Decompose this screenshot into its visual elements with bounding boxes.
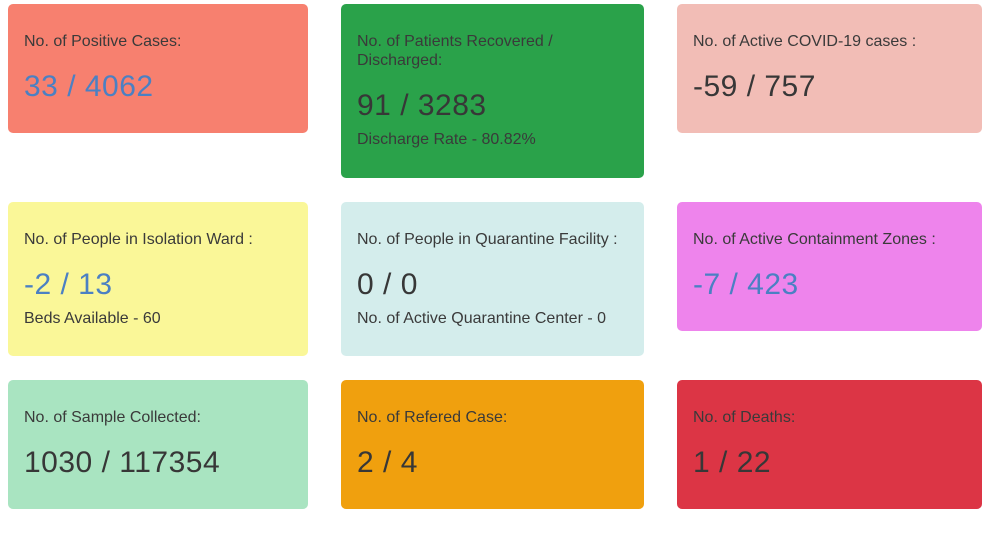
card-people-in-isolation-ward: No. of People in Isolation Ward : -2 / 1… bbox=[8, 201, 308, 356]
card-active-containment-zones: No. of Active Containment Zones : -7 / 4… bbox=[677, 201, 982, 331]
card-subtitle: Beds Available - 60 bbox=[24, 309, 161, 327]
card-title: No. of Active COVID-19 cases : bbox=[693, 33, 917, 50]
card-deaths: No. of Deaths: 1 / 22 bbox=[677, 379, 982, 510]
card-value: 33 / 4062 bbox=[24, 70, 154, 104]
card-title: No. of People in Isolation Ward : bbox=[24, 230, 253, 248]
card-active-covid-cases: No. of Active COVID-19 cases : -59 / 757 bbox=[677, 4, 982, 134]
card-people-in-quarantine-facility: No. of People in Quarantine Facility : 0… bbox=[341, 201, 644, 356]
card-value: -59 / 757 bbox=[693, 70, 816, 104]
card-title: No. of Active Containment Zones : bbox=[693, 230, 936, 248]
card-value: 91 / 3283 bbox=[357, 89, 487, 123]
card-title: No. of Positive Cases: bbox=[24, 33, 182, 50]
card-positive-cases: No. of Positive Cases: 33 / 4062 bbox=[8, 4, 308, 134]
card-title: No. of Refered Case: bbox=[357, 408, 508, 426]
card-value: -2 / 13 bbox=[24, 267, 113, 301]
card-value: -7 / 423 bbox=[693, 267, 799, 301]
card-title: No. of People in Quarantine Facility : bbox=[357, 230, 618, 248]
card-value: 1030 / 117354 bbox=[24, 446, 221, 480]
card-subtitle: Discharge Rate - 80.82% bbox=[357, 131, 536, 149]
card-title: No. of Sample Collected: bbox=[24, 408, 201, 426]
card-refered-case: No. of Refered Case: 2 / 4 bbox=[341, 379, 644, 510]
card-sample-collected: No. of Sample Collected: 1030 / 117354 bbox=[8, 379, 308, 510]
card-patients-recovered-discharged: No. of Patients Recovered / Discharged: … bbox=[341, 4, 644, 178]
card-subtitle: No. of Active Quarantine Center - 0 bbox=[357, 309, 607, 327]
card-value: 1 / 22 bbox=[693, 446, 772, 480]
stat-cards-grid: No. of Positive Cases: 33 / 4062 No. of … bbox=[8, 4, 982, 510]
card-title: No. of Deaths: bbox=[693, 408, 796, 426]
card-value: 0 / 0 bbox=[357, 267, 418, 301]
card-title: No. of Patients Recovered / Discharged: bbox=[357, 33, 553, 70]
card-value: 2 / 4 bbox=[357, 446, 418, 480]
